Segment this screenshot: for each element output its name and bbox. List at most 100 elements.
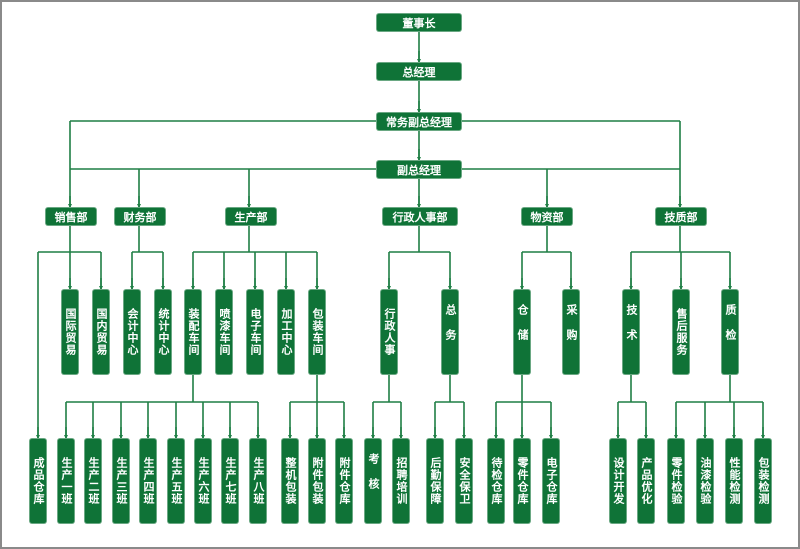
department-node[interactable]: 技质部 <box>656 208 706 225</box>
arrow-head-icon <box>433 435 437 439</box>
arrow-head-icon <box>68 286 72 290</box>
team-node[interactable]: 零件仓库 <box>514 439 530 523</box>
unit-node[interactable]: 行政人事 <box>381 290 397 374</box>
department-node[interactable]: 行政人事部 <box>383 208 457 225</box>
arrow-head-icon <box>616 435 620 439</box>
arrow-head-icon <box>99 286 103 290</box>
team-node[interactable]: 设计开发 <box>610 439 626 523</box>
team-node[interactable]: 考核 <box>365 439 381 523</box>
arrow-head-icon <box>371 435 375 439</box>
arrow-head-icon <box>462 435 466 439</box>
unit-node[interactable]: 加工中心 <box>278 290 294 374</box>
arrow-head-icon <box>161 286 165 290</box>
arrow-head-icon <box>342 435 346 439</box>
team-node[interactable]: 生产五班 <box>168 439 184 523</box>
team-node[interactable]: 性能检测 <box>726 439 742 523</box>
arrow-head-icon <box>191 286 195 290</box>
arrow-head-icon <box>222 286 226 290</box>
unit-node[interactable]: 仓储 <box>514 290 530 374</box>
arrow-head-icon <box>315 435 319 439</box>
arrow-head-icon <box>64 435 68 439</box>
arrow-head-icon <box>119 435 123 439</box>
team-node[interactable]: 待检仓库 <box>488 439 504 523</box>
arrow-head-icon <box>91 435 95 439</box>
department-node[interactable]: 销售部 <box>46 208 96 225</box>
team-node[interactable]: 生产七班 <box>222 439 238 523</box>
unit-node[interactable]: 统计中心 <box>155 290 171 374</box>
team-node[interactable]: 产品优化 <box>638 439 654 523</box>
team-node[interactable]: 附件包装 <box>309 439 325 523</box>
team-node[interactable]: 附件仓库 <box>336 439 352 523</box>
arrow-head-icon <box>315 286 319 290</box>
arrow-head-icon <box>130 286 134 290</box>
arrow-head-icon <box>174 435 178 439</box>
arrow-head-icon <box>201 435 205 439</box>
node-general-manager[interactable]: 总经理 <box>377 63 461 80</box>
arrow-head-icon <box>728 286 732 290</box>
department-node[interactable]: 生产部 <box>226 208 276 225</box>
team-node[interactable]: 电子仓库 <box>543 439 559 523</box>
arrow-head-icon <box>284 286 288 290</box>
arrow-head-icon <box>678 204 682 208</box>
team-node[interactable]: 包装检测 <box>755 439 771 523</box>
team-node[interactable]: 零件检验 <box>668 439 684 523</box>
arrow-head-icon <box>629 286 633 290</box>
team-node[interactable]: 招聘培训 <box>393 439 409 523</box>
unit-node[interactable]: 采购 <box>563 290 579 374</box>
team-node[interactable]: 生产三班 <box>113 439 129 523</box>
team-node[interactable]: 成品仓库 <box>30 439 46 523</box>
arrow-head-icon <box>417 157 421 161</box>
arrow-head-icon <box>417 59 421 63</box>
node-vice-president[interactable]: 副总经理 <box>377 161 461 178</box>
team-node[interactable]: 油漆检验 <box>697 439 713 523</box>
arrow-head-icon <box>703 435 707 439</box>
team-node[interactable]: 生产二班 <box>85 439 101 523</box>
arrow-head-icon <box>256 435 260 439</box>
arrow-head-icon <box>247 204 251 208</box>
unit-node[interactable]: 国际贸易 <box>62 290 78 374</box>
arrow-head-icon <box>68 204 72 208</box>
arrow-head-icon <box>494 435 498 439</box>
arrow-head-icon <box>448 286 452 290</box>
team-node[interactable]: 安全保卫 <box>456 439 472 523</box>
arrow-head-icon <box>644 435 648 439</box>
team-node[interactable]: 生产一班 <box>58 439 74 523</box>
department-node[interactable]: 物资部 <box>522 208 572 225</box>
arrow-head-icon <box>520 435 524 439</box>
team-node[interactable]: 整机包装 <box>282 439 298 523</box>
arrow-head-icon <box>549 435 553 439</box>
unit-node[interactable]: 国内贸易 <box>93 290 109 374</box>
arrow-head-icon <box>520 286 524 290</box>
arrow-head-icon <box>146 435 150 439</box>
unit-node[interactable]: 质检 <box>722 290 738 374</box>
unit-node[interactable]: 技术 <box>623 290 639 374</box>
arrow-head-icon <box>36 435 40 439</box>
team-node[interactable]: 生产六班 <box>195 439 211 523</box>
arrow-head-icon <box>417 109 421 113</box>
arrow-head-icon <box>387 286 391 290</box>
arrow-head-icon <box>679 286 683 290</box>
unit-node[interactable]: 喷漆车间 <box>216 290 232 374</box>
team-node[interactable]: 后勤保障 <box>427 439 443 523</box>
team-node[interactable]: 生产四班 <box>140 439 156 523</box>
department-node[interactable]: 财务部 <box>115 208 165 225</box>
arrow-head-icon <box>417 204 421 208</box>
arrow-head-icon <box>545 204 549 208</box>
node-chairman[interactable]: 董事长 <box>377 14 461 31</box>
unit-node[interactable]: 售后服务 <box>673 290 689 374</box>
unit-node[interactable]: 总务 <box>442 290 458 374</box>
unit-node[interactable]: 会计中心 <box>124 290 140 374</box>
arrow-head-icon <box>674 435 678 439</box>
arrow-head-icon <box>137 204 141 208</box>
arrow-head-icon <box>288 435 292 439</box>
arrow-head-icon <box>732 435 736 439</box>
unit-node[interactable]: 电子车间 <box>247 290 263 374</box>
arrow-head-icon <box>569 286 573 290</box>
team-node[interactable]: 生产八班 <box>250 439 266 523</box>
arrow-head-icon <box>228 435 232 439</box>
unit-node[interactable]: 包装车间 <box>309 290 325 374</box>
unit-node[interactable]: 装配车间 <box>185 290 201 374</box>
node-executive-vp[interactable]: 常务副总经理 <box>377 113 461 130</box>
